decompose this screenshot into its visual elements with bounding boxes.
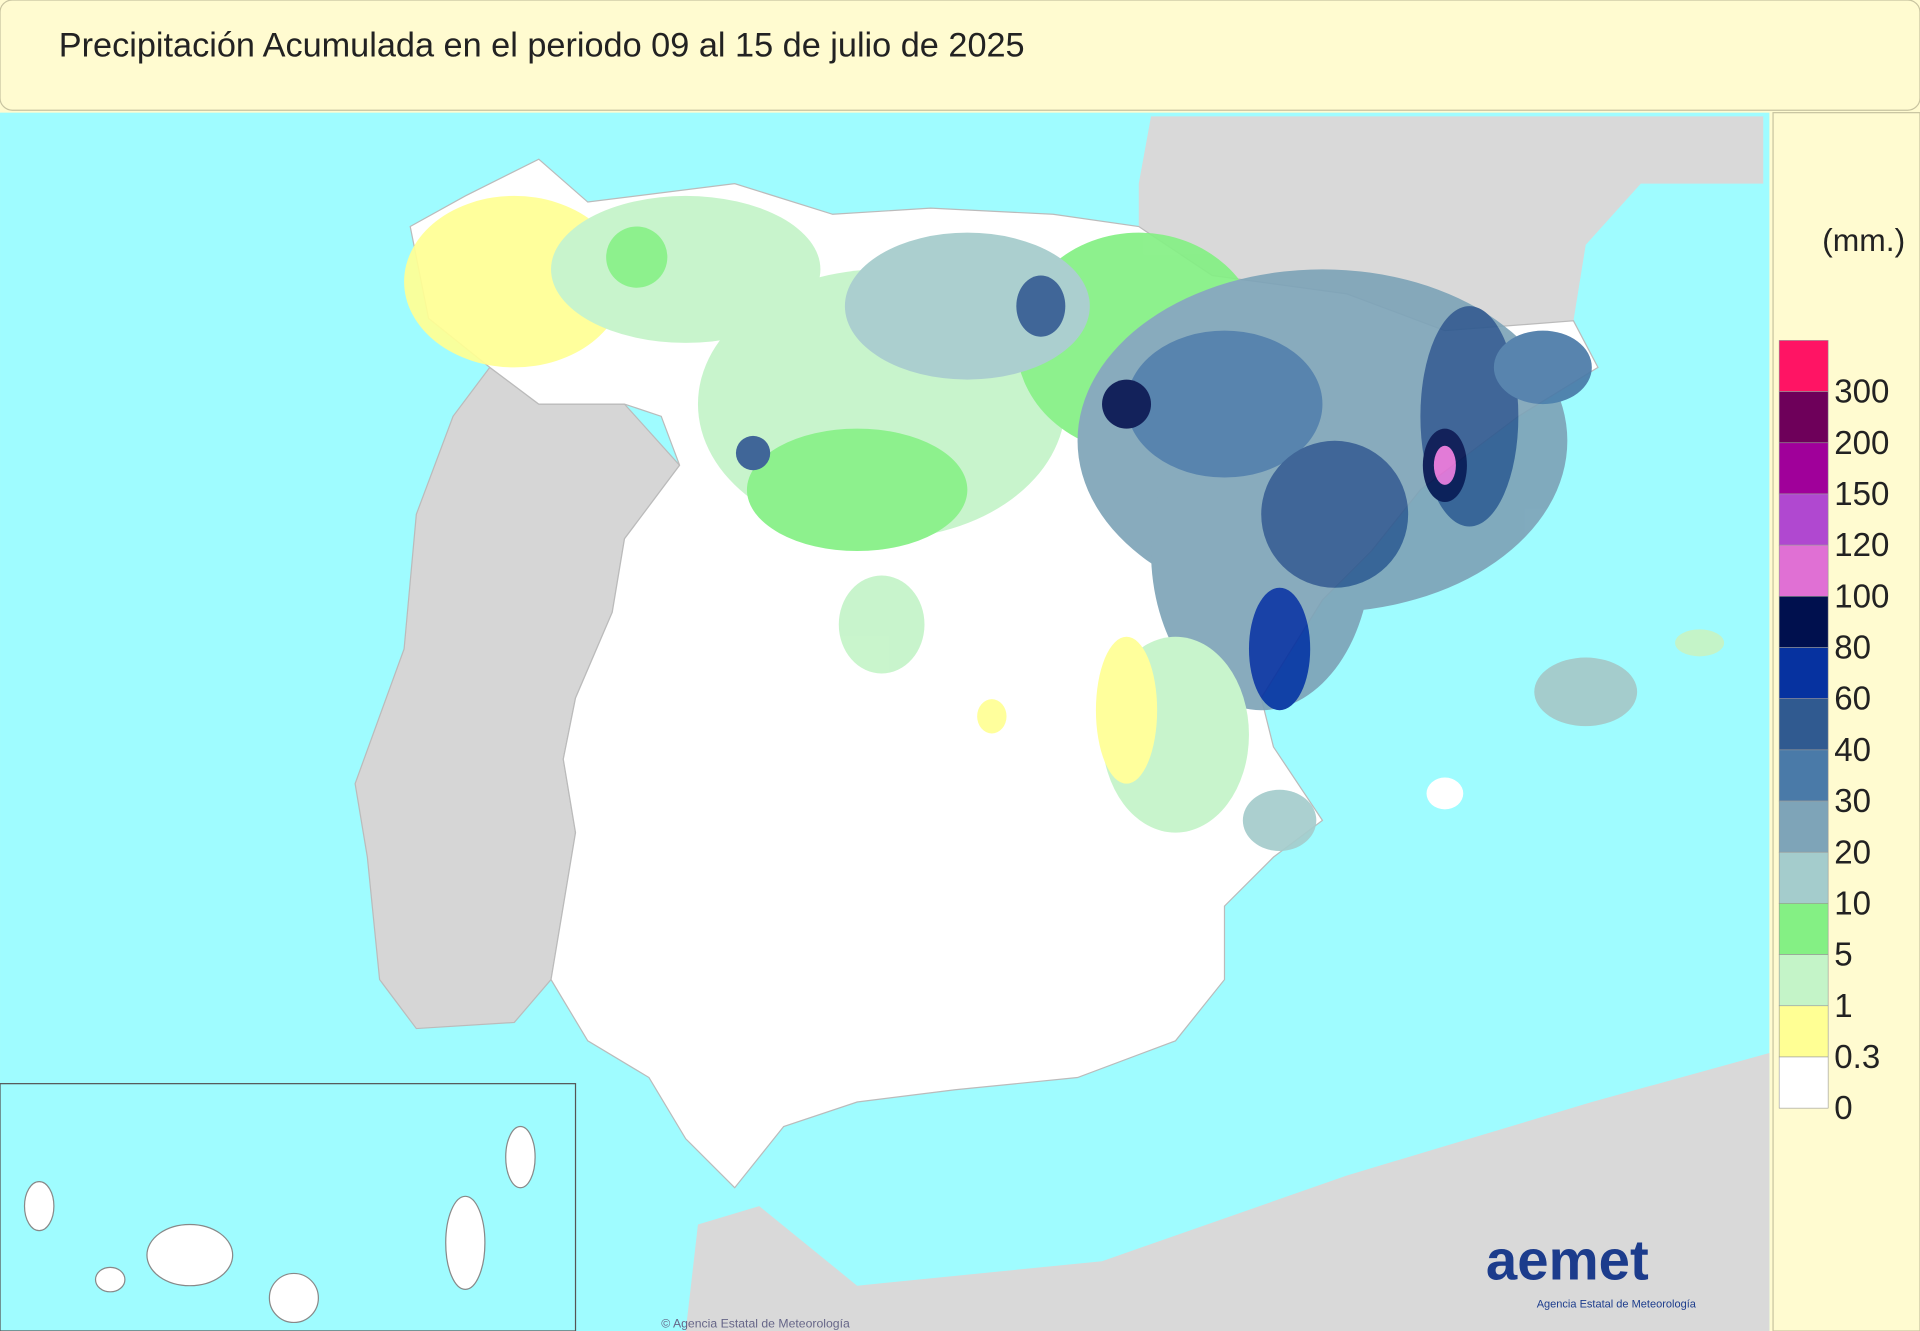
map-title: Precipitación Acumulada en el periodo 09… xyxy=(59,26,1025,64)
legend-label: 60 xyxy=(1834,681,1871,718)
legend-swatch xyxy=(1778,596,1829,648)
legend-unit: (mm.) xyxy=(1822,222,1905,258)
legend-label: 150 xyxy=(1834,476,1889,513)
legend-swatch xyxy=(1778,800,1829,853)
legend-swatch xyxy=(1778,544,1829,597)
ibiza xyxy=(1426,777,1464,810)
legend-label: 80 xyxy=(1834,630,1871,667)
legend-label: 40 xyxy=(1834,732,1871,769)
legend-swatch xyxy=(1778,391,1829,444)
legend-swatch xyxy=(1778,493,1829,546)
legend-label: 10 xyxy=(1834,885,1871,922)
legend-label: 30 xyxy=(1834,783,1871,820)
legend-label: 300 xyxy=(1834,374,1889,411)
legend-swatch xyxy=(1778,442,1829,495)
legend-swatch xyxy=(1778,698,1829,751)
legend-swatch xyxy=(1778,340,1829,392)
logo-name: aemet xyxy=(1486,1229,1649,1292)
canary-islands xyxy=(23,1125,536,1324)
legend-label: 20 xyxy=(1834,834,1871,871)
africa xyxy=(685,1053,1770,1331)
legend-swatch xyxy=(1778,749,1829,802)
credit: © Agencia Estatal de Meteorología xyxy=(661,1316,850,1330)
legend-swatch xyxy=(1778,954,1829,1007)
legend-swatch xyxy=(1778,647,1829,699)
legend-label: 100 xyxy=(1834,578,1889,615)
legend-label: 1 xyxy=(1834,988,1852,1025)
legend: 300 200 150 120 100 80 60 40 30 20 10 5 1 0.3 0 xyxy=(1778,340,1889,1127)
legend-label: 5 xyxy=(1834,937,1852,974)
legend-label: 0.3 xyxy=(1834,1039,1880,1076)
mallorca xyxy=(1534,657,1638,727)
precipitation-areas xyxy=(404,195,1592,852)
legend-swatch xyxy=(1778,1056,1829,1109)
legend-swatch xyxy=(1778,903,1829,955)
logo-subtitle: Agencia Estatal de Meteorología xyxy=(1537,1299,1697,1311)
legend-label: 0 xyxy=(1834,1090,1852,1127)
legend-swatch xyxy=(1778,851,1829,904)
legend-label: 200 xyxy=(1834,425,1889,462)
menorca xyxy=(1675,629,1725,657)
legend-swatch xyxy=(1778,1005,1829,1058)
legend-label: 120 xyxy=(1834,527,1889,564)
